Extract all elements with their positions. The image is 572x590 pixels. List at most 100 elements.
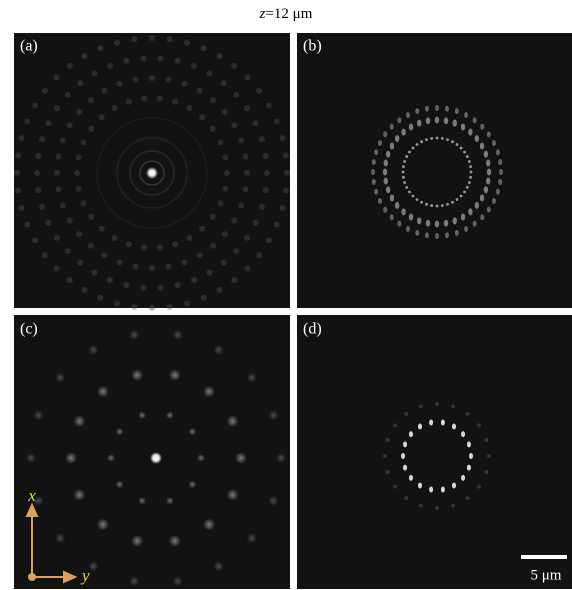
speckle [416,198,419,201]
speckle [393,423,397,427]
speckle [181,81,187,87]
speckle [167,36,173,42]
speckle [88,97,94,103]
speckle [436,137,439,140]
speckle [217,53,223,59]
speckle [131,369,143,381]
speckle [188,428,196,436]
speckle [191,63,197,69]
speckle [274,222,280,228]
speckle [54,235,60,241]
speckle [158,285,164,291]
speckle [409,431,413,437]
speckle [210,97,216,103]
speckle [404,412,408,416]
speckle [231,277,237,283]
figure: z=12 μm (a) (b) (c) (d) x y 5 μm [0,0,572,590]
speckle [67,63,73,69]
speckle [173,330,183,340]
speckle [484,470,488,474]
speckle [26,453,36,463]
speckle [99,226,105,232]
speckle [268,496,278,506]
speckle [259,136,265,142]
speckle [441,420,445,426]
speckle [199,114,205,120]
panel-d [297,315,572,589]
speckle [207,70,213,76]
speckle [117,81,123,87]
speckle [441,486,445,492]
speckle [406,226,410,232]
speckle [266,238,272,244]
speckle [404,496,408,500]
speckle [468,160,471,163]
speckle [227,415,239,427]
speckle [460,147,463,150]
speckle [227,489,239,501]
speckle [172,99,178,105]
speckle [455,230,459,236]
speckle [467,441,471,447]
speckle [466,412,470,416]
speckle [390,214,394,220]
speckle [372,159,376,165]
speckle [238,138,244,144]
speckle [383,207,387,213]
speckle [466,496,470,500]
speckle [466,186,469,189]
speckle [34,170,40,176]
speckle [283,152,289,158]
speckle [173,576,183,586]
speckle [383,169,387,176]
speckle [419,405,423,409]
central-spot [146,167,158,179]
speckle [420,140,423,143]
speckle [131,535,143,547]
speckle [187,235,193,241]
speckle [409,475,413,481]
speckle [283,188,289,194]
speckle [247,533,257,543]
speckle [107,454,115,462]
speckle [486,159,490,166]
speckle [468,208,472,215]
speckle [89,345,99,355]
speckle [253,220,259,226]
speckle [480,214,484,220]
speckle [65,452,77,464]
speckle [259,204,265,210]
speckle [412,195,415,198]
speckle [55,154,61,160]
speckle [418,424,422,430]
speckle [32,238,38,244]
speckle [446,203,449,206]
speckle [203,518,215,530]
speckle [24,118,30,124]
speckle [461,431,465,437]
speckle [73,489,85,501]
speckle [425,232,429,238]
speckle [378,140,382,146]
speckle [412,147,415,150]
central-spot [150,452,162,464]
speckle [418,482,422,488]
speckle [123,58,129,64]
speckle [401,129,405,136]
speckle [274,118,280,124]
speckle [114,300,120,306]
speckle [468,181,471,184]
speckle [199,226,205,232]
speckle [436,205,439,208]
speckle [126,99,132,105]
speckle [487,207,491,213]
speckle [60,138,66,144]
panel-label: (d) [303,321,322,338]
speckle [263,187,269,193]
speckle [112,105,118,111]
speckle [444,117,448,124]
speckle [210,126,216,132]
speckle [480,124,484,130]
speckle [441,204,444,207]
speckle [24,222,30,228]
